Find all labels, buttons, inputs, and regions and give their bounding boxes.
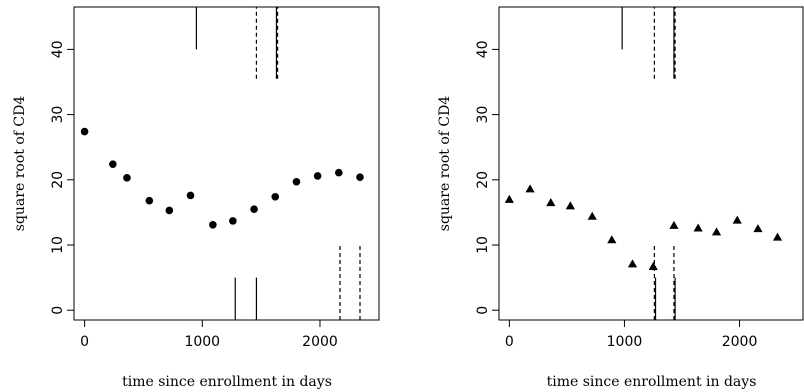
data-point (313, 172, 322, 180)
data-point (546, 198, 556, 207)
data-point (648, 261, 658, 270)
data-point (669, 220, 679, 229)
y-tick-label: 30 (475, 106, 491, 124)
x-tick-label: 2000 (722, 334, 758, 350)
y-axis-label: square root of CD4 (12, 96, 28, 232)
plot-frame (498, 6, 804, 321)
data-point (504, 194, 514, 203)
data-point (292, 177, 301, 186)
data-point (525, 184, 535, 193)
data-point (565, 201, 575, 210)
y-tick-label: 10 (475, 236, 491, 254)
y-tick-label: 0 (475, 306, 491, 315)
data-point (607, 235, 617, 244)
x-tick-label: 0 (505, 334, 514, 350)
y-tick-label: 20 (475, 171, 491, 189)
data-point (250, 205, 258, 213)
data-point (627, 259, 638, 268)
data-point (123, 174, 131, 182)
data-point (335, 168, 343, 177)
y-tick-label: 30 (50, 106, 66, 124)
plot-frame (73, 6, 380, 321)
data-point (693, 223, 703, 232)
data-point (772, 232, 783, 241)
data-point (732, 215, 742, 224)
data-point (80, 127, 89, 136)
data-point (109, 160, 117, 168)
data-point (271, 192, 280, 201)
left-panel-cd4-circles: 0 1000 2000 0 10 20 30 40 time since enrollment … (12, 6, 380, 390)
x-tick-label: 0 (80, 334, 89, 350)
right-panel-cd4-triangles: 0 1000 2000 0 10 20 30 40 time since enrollment … (437, 6, 804, 390)
x-axis-label: time since enrollment in days (547, 374, 757, 390)
y-tick-label: 40 (50, 40, 66, 58)
data-point (145, 196, 154, 205)
y-tick-label: 0 (50, 306, 66, 315)
x-axis-label: time since enrollment in days (122, 374, 332, 390)
x-tick-label: 1000 (607, 334, 643, 350)
y-tick-label: 10 (50, 236, 66, 254)
x-tick-label: 1000 (184, 334, 220, 350)
data-point (711, 227, 722, 236)
y-tick-label: 20 (50, 171, 66, 189)
data-point (186, 191, 195, 200)
y-tick-label: 40 (475, 40, 491, 58)
data-point (753, 224, 763, 233)
data-point (229, 217, 237, 225)
data-point (587, 211, 597, 220)
data-point (209, 220, 217, 229)
data-point (356, 173, 364, 181)
y-axis-label: square root of CD4 (437, 96, 453, 232)
data-point (165, 206, 174, 215)
x-tick-label: 2000 (302, 334, 338, 350)
